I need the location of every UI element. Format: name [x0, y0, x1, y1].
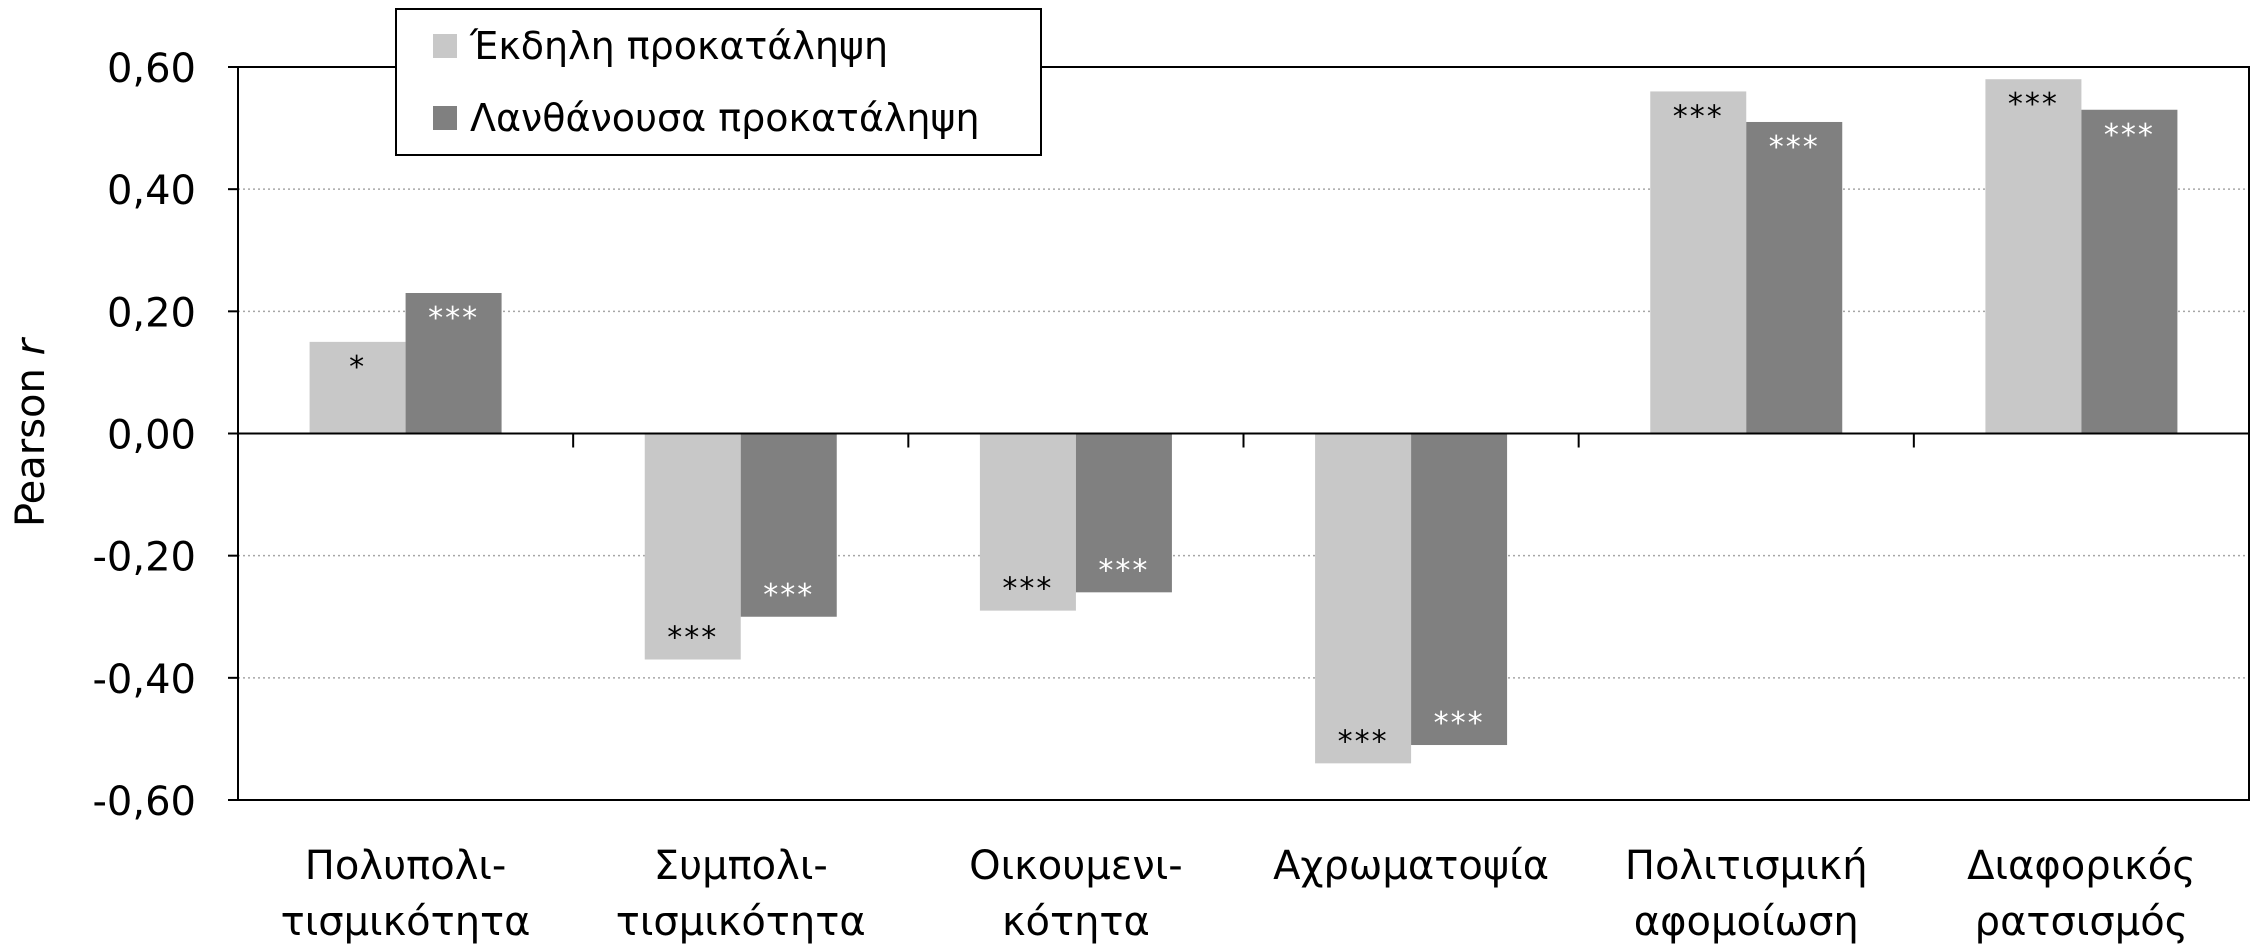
x-category-label: τισμικότητα	[281, 899, 531, 945]
significance-label: ***	[763, 578, 814, 613]
data-labels: ************* ****************** ***	[349, 87, 2155, 759]
x-category-label: ρατσισμός	[1975, 899, 2188, 945]
x-category-label: κότητα	[1002, 899, 1150, 945]
significance-label: ***	[667, 621, 718, 656]
significance-label: ***	[1434, 706, 1485, 741]
significance-label: ***	[2008, 87, 2059, 122]
legend-label: Λανθάνουσα προκατάληψη	[470, 96, 980, 140]
significance-label: ***	[1098, 553, 1149, 588]
x-category-label: Συμπολι-	[654, 843, 828, 889]
legend-swatch	[433, 106, 457, 130]
bar	[1411, 434, 1507, 746]
significance-label: ***	[1673, 99, 1724, 134]
y-tick-label: -0,60	[93, 779, 197, 825]
y-axis-label-text: Pearson	[8, 368, 54, 527]
bars	[310, 79, 2178, 763]
bar	[1650, 91, 1746, 433]
significance-label: ***	[1338, 724, 1389, 759]
y-tick-label: 0,40	[107, 168, 196, 214]
axes	[228, 67, 2249, 800]
x-category-label: τισμικότητα	[616, 899, 866, 945]
x-category-label: Πολυπολι-	[305, 843, 507, 889]
legend: Έκδηλη προκατάληψη Λανθάνουσα προκατάληψη	[396, 9, 1041, 155]
bar	[1985, 79, 2081, 433]
x-category-label: Οικουμενι-	[969, 843, 1183, 889]
significance-label: ***	[428, 301, 479, 336]
bar	[2081, 110, 2177, 434]
x-category-label: Αχρωματοψία	[1273, 843, 1549, 889]
y-axis-label: Pearson r	[8, 336, 54, 527]
y-tick-label: 0,20	[107, 290, 196, 336]
y-tick-label: 0,00	[107, 413, 196, 459]
legend-label: Έκδηλη προκατάληψη	[469, 24, 888, 68]
x-category-label: αφομοίωση	[1634, 899, 1859, 945]
y-tick-label: 0,60	[107, 46, 196, 92]
legend-swatch	[433, 34, 457, 58]
significance-label: *	[349, 350, 366, 385]
y-tick-label: -0,20	[93, 535, 197, 581]
significance-label: ***	[2104, 118, 2155, 153]
significance-label: ***	[1769, 130, 1820, 165]
y-axis-title: Pearson r	[8, 336, 54, 527]
significance-label: ***	[1002, 572, 1053, 607]
x-category-label: Διαφορικός	[1967, 843, 2196, 889]
y-tick-label: -0,40	[93, 657, 197, 703]
y-axis-label-variable: r	[8, 336, 54, 355]
x-category-label: Πολιτισμική	[1625, 843, 1868, 889]
bar	[1315, 434, 1411, 764]
y-axis-label-space	[8, 355, 54, 368]
bar	[1746, 122, 1842, 434]
